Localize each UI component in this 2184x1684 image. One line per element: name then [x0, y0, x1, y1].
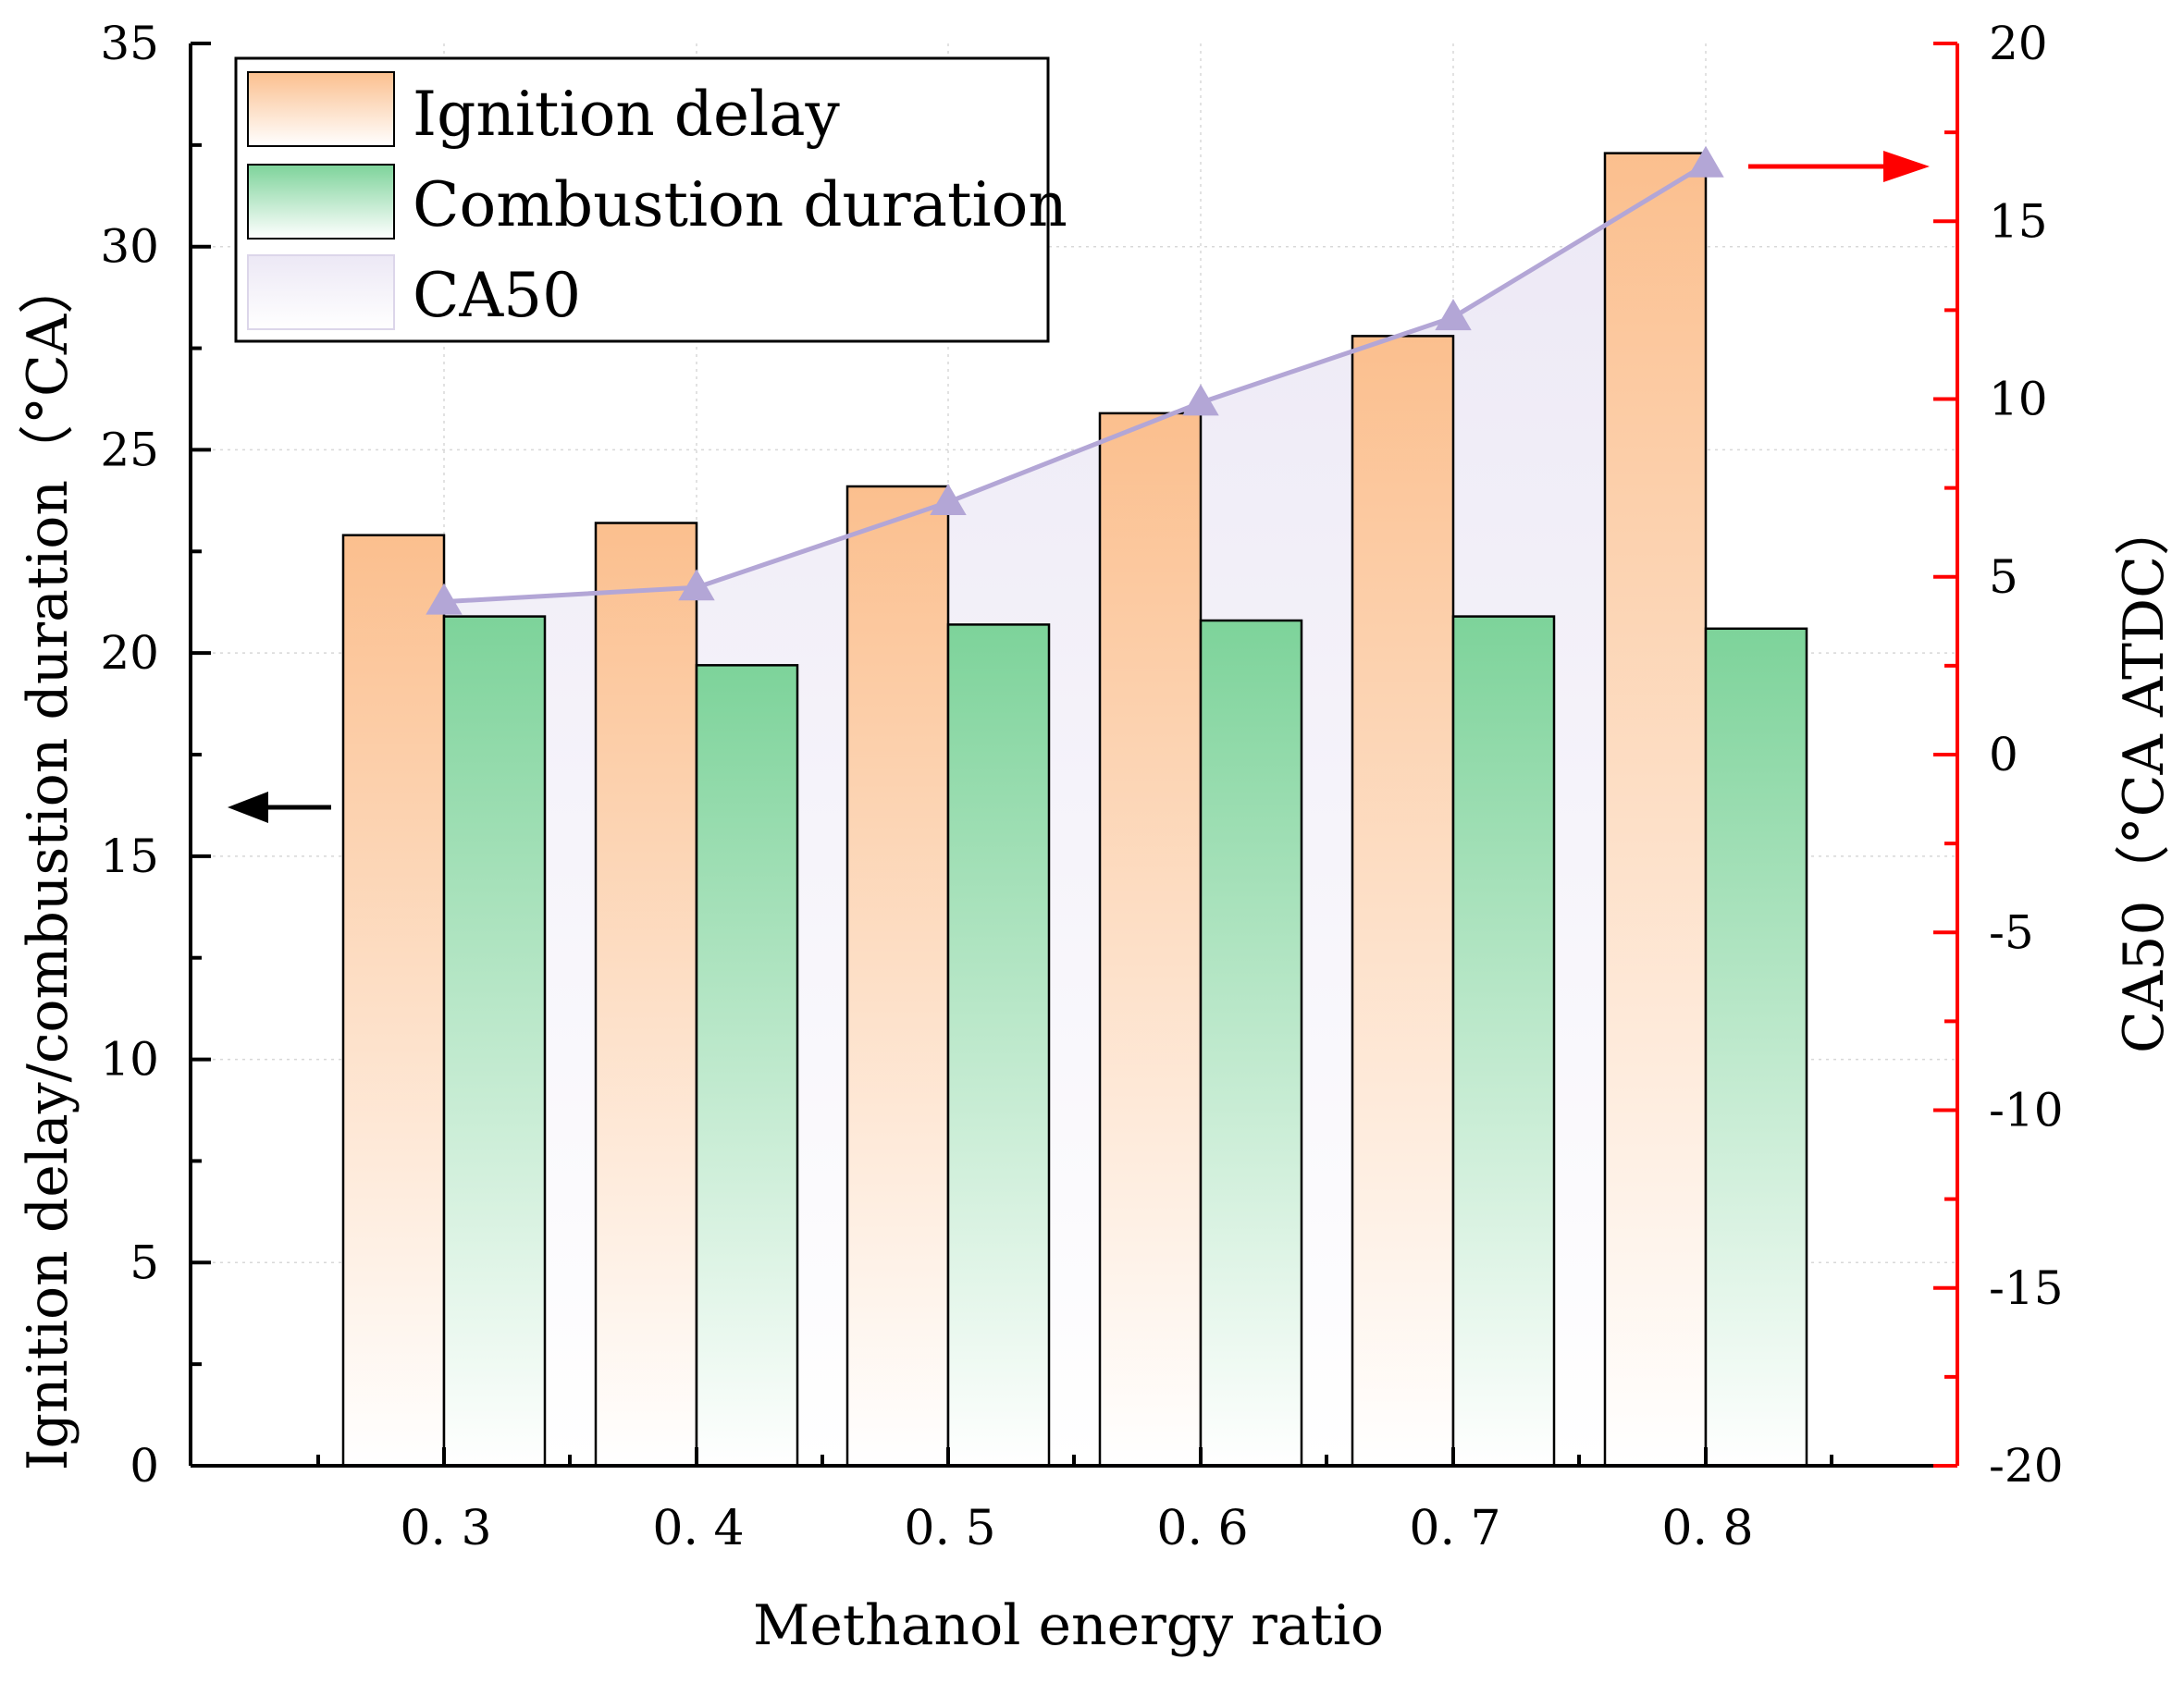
right-y-tick-label: -20 [1989, 1439, 2064, 1493]
x-tick-label: 0. 8 [1661, 1501, 1753, 1556]
legend-label-ca50: CA50 [413, 260, 581, 331]
ca50-point [1182, 384, 1219, 416]
left-y-tick-label: 5 [130, 1235, 159, 1289]
legend-swatch-ignition [247, 71, 395, 147]
right-y-tick-labels: -20 -15 -10 -5 0 5 10 15 20 [1989, 17, 2064, 1493]
right-y-tick-label: -15 [1989, 1261, 2064, 1315]
legend-swatch-combustion [247, 164, 395, 240]
right-y-tick-label: 10 [1989, 373, 2048, 426]
left-y-axis-title: Ignition delay/combustion duration（°CA） [16, 259, 80, 1470]
left-y-tick-label: 25 [100, 423, 159, 476]
x-tick-label: 0. 3 [400, 1501, 491, 1556]
legend-label-ignition: Ignition delay [413, 79, 841, 150]
right-y-tick-label: -10 [1989, 1084, 2064, 1137]
right-y-tick-label: 0 [1989, 728, 2018, 781]
ca50-point [1687, 145, 1724, 178]
ca50-point [678, 569, 715, 601]
x-tick-label: 0. 5 [904, 1501, 995, 1556]
ca50-line-layer [426, 145, 1724, 615]
ca50-point [426, 583, 463, 615]
left-axis-arrow [228, 792, 331, 823]
left-y-tick-label: 35 [100, 17, 159, 70]
left-y-tick-label: 0 [130, 1439, 159, 1493]
x-tick-label: 0. 6 [1156, 1501, 1248, 1556]
legend: Ignition delay Combustion duration CA50 [234, 56, 1067, 343]
right-axis-arrow [1748, 151, 1930, 182]
ignition-delay-bar [341, 534, 446, 1468]
ignition-delay-bar [594, 522, 698, 1468]
ca50-line [443, 162, 1708, 605]
right-y-tick-label: 15 [1989, 194, 2048, 248]
bars-layer [341, 152, 1808, 1468]
right-y-axis-title: CA50（°CA ATDC） [2112, 500, 2177, 1053]
combustion-duration-bar [1704, 627, 1808, 1468]
x-tick-label: 0. 7 [1409, 1501, 1500, 1556]
ignition-delay-bar [845, 485, 950, 1468]
ignition-delay-bar [1603, 152, 1708, 1468]
ca50-point [1435, 299, 1472, 331]
combustion-duration-bar [695, 664, 799, 1468]
right-y-tick-label: 20 [1989, 17, 2048, 70]
ignition-delay-bar [1098, 412, 1203, 1468]
legend-swatch-ca50 [247, 254, 395, 330]
left-y-tick-label: 15 [100, 830, 159, 883]
x-tick-label: 0. 4 [652, 1501, 744, 1556]
right-y-tick-label: 5 [1989, 550, 2018, 604]
left-y-tick-label: 10 [100, 1033, 159, 1087]
x-tick-labels: 0. 3 0. 4 0. 5 0. 6 0. 7 0. 8 [400, 1501, 1753, 1556]
left-y-tick-labels: 0 5 10 15 20 25 30 35 [100, 17, 159, 1493]
combustion-duration-bar [1451, 615, 1556, 1468]
combustion-duration-bar [946, 623, 1051, 1468]
combustion-duration-bar [1199, 619, 1303, 1468]
axes-layer [189, 42, 1959, 1468]
legend-label-combustion: Combustion duration [413, 169, 1067, 240]
combustion-duration-bar [442, 615, 547, 1468]
ignition-delay-bar [1351, 335, 1455, 1468]
x-axis-title: Methanol energy ratio [753, 1593, 1384, 1658]
ca50-point [930, 484, 967, 516]
left-y-tick-label: 20 [100, 626, 159, 680]
right-y-tick-label: -5 [1989, 905, 2034, 959]
left-y-tick-label: 30 [100, 220, 159, 274]
